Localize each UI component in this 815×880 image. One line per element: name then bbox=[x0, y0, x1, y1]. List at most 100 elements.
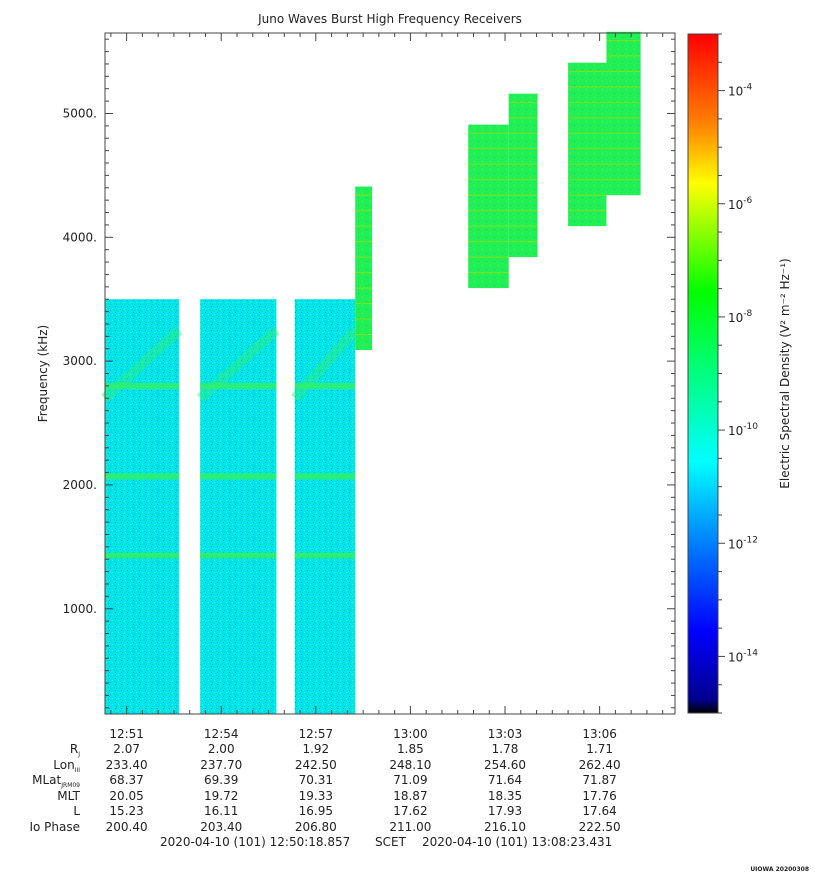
ephemeris-value: 211.00 bbox=[389, 819, 432, 834]
hfr-channel-7-6 bbox=[606, 101, 641, 103]
ephemeris-value: 18.87 bbox=[393, 788, 428, 803]
hfr-channel-3-6 bbox=[355, 256, 373, 258]
hfr-channel-5-5 bbox=[508, 179, 538, 181]
ephemeris-row-label: MLatJRM09 bbox=[0, 773, 80, 789]
ephemeris-row-label: Io Phase bbox=[0, 820, 80, 834]
spectrogram-block-5 bbox=[508, 93, 538, 258]
hfr-channel-3-2 bbox=[355, 318, 373, 320]
hfr-channel-6-4 bbox=[568, 163, 607, 165]
hfr-channel-5-7 bbox=[508, 148, 538, 150]
spectrogram-block-1 bbox=[200, 299, 277, 714]
ephemeris-label-text: L bbox=[73, 804, 80, 818]
ephemeris-value: 18.35 bbox=[487, 788, 523, 803]
spectrogram-block-0 bbox=[104, 299, 180, 714]
colorbar-tick-label: 10-12 bbox=[728, 535, 758, 551]
hfr-channel-5-3 bbox=[508, 210, 538, 212]
y-axis-label: Frequency (kHz) bbox=[36, 325, 50, 422]
ephemeris-label-subscript: III bbox=[74, 766, 80, 774]
emission-sweep-0 bbox=[101, 326, 183, 402]
hfr-channel-5-1 bbox=[508, 241, 538, 243]
ephemeris-label-text: MLT bbox=[57, 788, 80, 803]
colorbar-label: Electric Spectral Density (V² m⁻² Hz⁻¹) bbox=[778, 258, 792, 488]
hfr-channel-6-1 bbox=[568, 210, 607, 212]
ephemeris-label-text: Lon bbox=[53, 757, 75, 772]
ephemeris-value: 68.37 bbox=[109, 773, 144, 787]
ephemeris-value: 237.70 bbox=[200, 757, 243, 772]
hfr-channel-7-5 bbox=[606, 117, 641, 119]
hfr-channel-5-4 bbox=[508, 194, 538, 196]
ephemeris-value: 17.76 bbox=[582, 788, 617, 803]
hfr-channel-5-8 bbox=[508, 132, 538, 134]
hfr-channel-4-4 bbox=[468, 225, 509, 227]
hfr-channel-6-9 bbox=[568, 86, 607, 88]
spectrogram-block-4 bbox=[468, 124, 509, 289]
hfr-channel-4-3 bbox=[468, 241, 509, 243]
footer-start-time: 2020-04-10 (101) 12:50:18.857 bbox=[160, 835, 351, 849]
ephemeris-value: 69.39 bbox=[204, 773, 239, 787]
hfr-channel-5-9 bbox=[508, 117, 538, 119]
ephemeris-value: 242.50 bbox=[294, 757, 337, 772]
hfr-channel-4-9 bbox=[468, 148, 509, 150]
hfr-channel-5-10 bbox=[508, 101, 538, 103]
x-tick-label: 12:54 bbox=[204, 727, 239, 741]
emission-line-2-0 bbox=[294, 552, 356, 559]
x-tick-label: 12:57 bbox=[299, 727, 334, 741]
ephemeris-label-text: Io Phase bbox=[29, 819, 80, 834]
spectrogram-block-6 bbox=[568, 62, 607, 227]
spectrogram-heat-layer bbox=[101, 31, 641, 714]
ephemeris-value: 16.95 bbox=[298, 804, 333, 818]
colorbar-tick-label: 10-14 bbox=[728, 648, 758, 664]
spectrogram-block-3 bbox=[355, 186, 373, 350]
hfr-channel-6-2 bbox=[568, 194, 607, 196]
ephemeris-value: 17.93 bbox=[487, 804, 523, 818]
plot-axes: 1000. 2000. 3000. 4000. 5000. Frequency (kHz)… bbox=[36, 32, 676, 741]
ephemeris-value: 1.85 bbox=[397, 742, 424, 756]
hfr-channel-7-10 bbox=[606, 39, 641, 41]
colorbar-gradient bbox=[687, 33, 719, 714]
ephemeris-value: 216.10 bbox=[484, 819, 527, 834]
hfr-channel-6-10 bbox=[568, 70, 607, 72]
hfr-channel-3-7 bbox=[355, 241, 373, 243]
colorbar-tick-label: 10-10 bbox=[728, 422, 758, 438]
hfr-channel-4-7 bbox=[468, 179, 509, 181]
ephemeris-value: 222.50 bbox=[578, 819, 621, 834]
ephemeris-value: 2.07 bbox=[113, 742, 140, 756]
hfr-channel-3-10 bbox=[355, 194, 373, 196]
y-tick-label: 4000. bbox=[63, 230, 97, 244]
spectrogram-block-2 bbox=[294, 299, 356, 714]
emission-sweep-1 bbox=[196, 326, 280, 402]
ephemeris-value: 19.72 bbox=[204, 788, 239, 803]
hfr-channel-7-8 bbox=[606, 70, 641, 72]
emission-line-0-2 bbox=[104, 382, 180, 389]
emission-line-0-1 bbox=[104, 473, 180, 480]
hfr-channel-6-5 bbox=[568, 148, 607, 150]
ephemeris-value: 71.64 bbox=[487, 773, 523, 787]
hfr-channel-3-3 bbox=[355, 303, 373, 305]
y-tick-label: 1000. bbox=[63, 602, 97, 616]
hfr-channel-6-3 bbox=[568, 179, 607, 181]
emission-line-2-1 bbox=[294, 473, 356, 480]
hfr-channel-7-7 bbox=[606, 86, 641, 88]
ephemeris-row-label: MLT bbox=[0, 789, 80, 803]
x-tick-label: 13:03 bbox=[488, 727, 523, 741]
ephemeris-value: 19.33 bbox=[298, 788, 333, 803]
ephemeris-value: 203.40 bbox=[200, 819, 243, 834]
hfr-channel-6-7 bbox=[568, 117, 607, 119]
ephemeris-value: 70.31 bbox=[298, 773, 333, 787]
ephemeris-row-label: LonIII bbox=[0, 757, 80, 774]
ephemeris-value: 233.40 bbox=[105, 757, 148, 772]
ephemeris-value: 2.00 bbox=[207, 742, 235, 756]
ephemeris-value: 200.40 bbox=[105, 819, 148, 834]
chart-title: Juno Waves Burst High Frequency Receiver… bbox=[258, 12, 522, 26]
y-tick-label: 2000. bbox=[63, 478, 97, 492]
emission-line-2-2 bbox=[294, 382, 356, 389]
emission-line-0-0 bbox=[104, 552, 180, 559]
hfr-channel-6-6 bbox=[568, 132, 607, 134]
y-tick-label: 5000. bbox=[63, 106, 97, 120]
ephemeris-label-subscript: J bbox=[78, 751, 80, 758]
hfr-channel-4-8 bbox=[468, 163, 509, 165]
ephemeris-value: 71.09 bbox=[393, 773, 428, 787]
hfr-channel-4-5 bbox=[468, 210, 509, 212]
ephemeris-row-label: RJ bbox=[0, 742, 80, 758]
